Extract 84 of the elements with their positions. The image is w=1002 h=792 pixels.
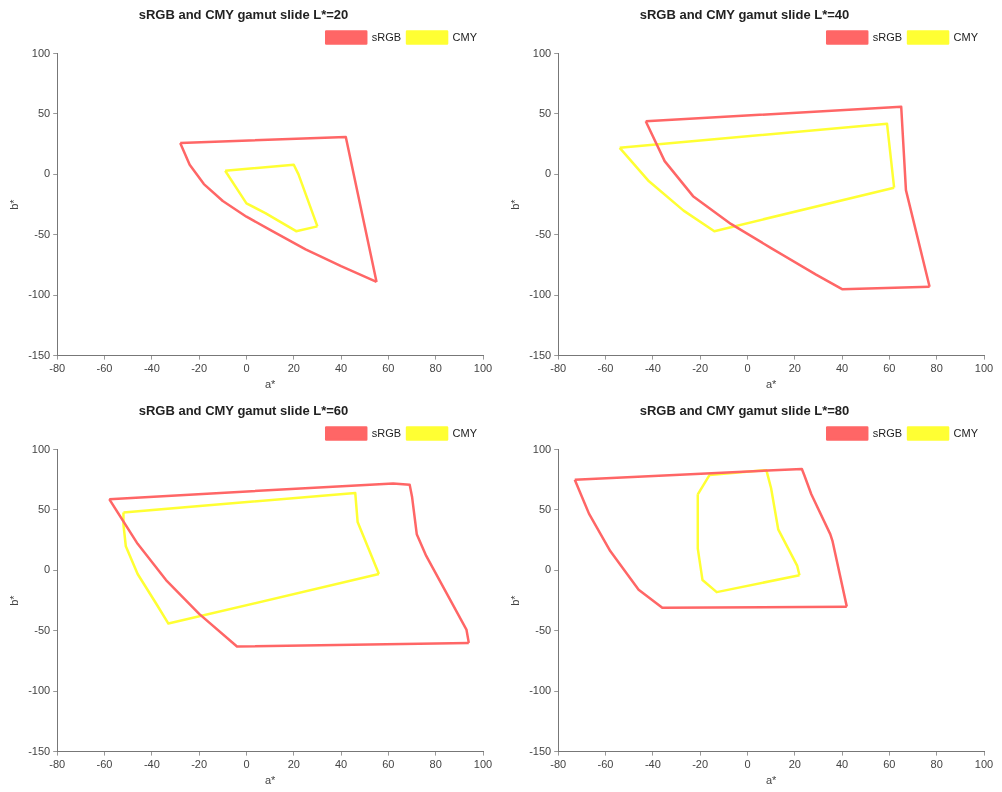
- x-tick-label: 80: [429, 758, 442, 771]
- x-tick-label: -20: [692, 758, 709, 771]
- x-tick-label: 0: [243, 758, 250, 771]
- y-tick-label: 100: [532, 442, 552, 455]
- legend-label: CMY: [953, 30, 979, 43]
- x-axis-title: a*: [765, 774, 778, 787]
- x-tick-label: 80: [930, 758, 943, 771]
- legend-label: sRGB: [872, 30, 903, 43]
- x-tick-label: 60: [382, 362, 395, 375]
- chart-title: sRGB and CMY gamut slide L*=20: [138, 7, 349, 23]
- y-tick-label: -100: [28, 288, 51, 301]
- y-tick-label: -100: [529, 684, 552, 697]
- x-tick-label: -80: [550, 362, 567, 375]
- x-tick-label: 20: [788, 758, 801, 771]
- x-tick-label: 100: [473, 758, 493, 771]
- x-tick-label: -80: [49, 758, 66, 771]
- chart-title: sRGB and CMY gamut slide L*=80: [639, 403, 850, 419]
- x-tick-label: -40: [143, 758, 160, 771]
- x-tick-label: -60: [597, 758, 614, 771]
- x-tick-label: -20: [191, 758, 208, 771]
- y-tick-label: -50: [34, 227, 51, 240]
- x-tick-label: 40: [334, 362, 348, 375]
- x-tick-label: 80: [930, 362, 943, 375]
- x-tick-label: 40: [334, 758, 348, 771]
- x-tick-label: -80: [49, 362, 66, 375]
- y-tick-label: -50: [535, 227, 552, 240]
- x-axis-title: a*: [264, 774, 277, 787]
- x-tick-label: 40: [835, 758, 849, 771]
- x-tick-label: 100: [974, 758, 994, 771]
- x-tick-label: -20: [191, 362, 208, 375]
- y-tick-label: -150: [28, 744, 51, 757]
- y-tick-label: 0: [545, 563, 552, 576]
- x-tick-label: 0: [243, 362, 250, 375]
- y-tick-label: 50: [37, 107, 51, 120]
- y-tick-label: 50: [538, 107, 552, 120]
- legend-label: CMY: [953, 426, 979, 439]
- x-tick-label: 20: [287, 758, 300, 771]
- x-tick-label: -60: [597, 362, 614, 375]
- x-tick-label: 20: [788, 362, 801, 375]
- y-tick-label: 50: [37, 503, 51, 516]
- chart-title: sRGB and CMY gamut slide L*=40: [639, 7, 850, 23]
- x-tick-label: 100: [974, 362, 994, 375]
- x-tick-label: -40: [644, 758, 661, 771]
- y-tick-label: 50: [538, 503, 552, 516]
- legend-label: CMY: [452, 426, 478, 439]
- y-tick-label: -150: [28, 348, 51, 361]
- x-axis-title: a*: [765, 378, 778, 391]
- x-tick-label: -60: [96, 758, 113, 771]
- y-tick-label: 100: [31, 46, 51, 59]
- x-tick-label: 60: [883, 758, 896, 771]
- y-tick-label: 100: [31, 442, 51, 455]
- y-tick-label: 0: [44, 167, 51, 180]
- y-tick-label: 0: [545, 167, 552, 180]
- x-tick-label: 40: [835, 362, 849, 375]
- y-axis-title: b*: [508, 198, 521, 210]
- legend-label: sRGB: [371, 30, 402, 43]
- x-tick-label: 0: [744, 758, 751, 771]
- chart-title: sRGB and CMY gamut slide L*=60: [138, 403, 349, 419]
- x-tick-label: 20: [287, 362, 300, 375]
- legend-label: CMY: [452, 30, 478, 43]
- x-tick-label: 80: [429, 362, 442, 375]
- legend-label: sRGB: [872, 426, 903, 439]
- y-tick-label: -150: [529, 744, 552, 757]
- x-tick-label: 100: [473, 362, 493, 375]
- x-tick-label: -60: [96, 362, 113, 375]
- y-tick-label: -100: [529, 288, 552, 301]
- y-tick-label: -50: [535, 623, 552, 636]
- x-tick-label: -40: [143, 362, 160, 375]
- x-tick-label: 60: [382, 758, 395, 771]
- y-tick-label: 100: [532, 46, 552, 59]
- y-axis-title: b*: [508, 594, 521, 606]
- y-tick-label: -150: [529, 348, 552, 361]
- x-axis-title: a*: [264, 378, 277, 391]
- legend-label: sRGB: [371, 426, 402, 439]
- x-tick-label: 60: [883, 362, 896, 375]
- y-axis-title: b*: [7, 594, 20, 606]
- y-tick-label: -100: [28, 684, 51, 697]
- x-tick-label: -80: [550, 758, 567, 771]
- x-tick-label: 0: [744, 362, 751, 375]
- y-tick-label: 0: [44, 563, 51, 576]
- y-axis-title: b*: [7, 198, 20, 210]
- x-tick-label: -40: [644, 362, 661, 375]
- y-tick-label: -50: [34, 623, 51, 636]
- x-tick-label: -20: [692, 362, 709, 375]
